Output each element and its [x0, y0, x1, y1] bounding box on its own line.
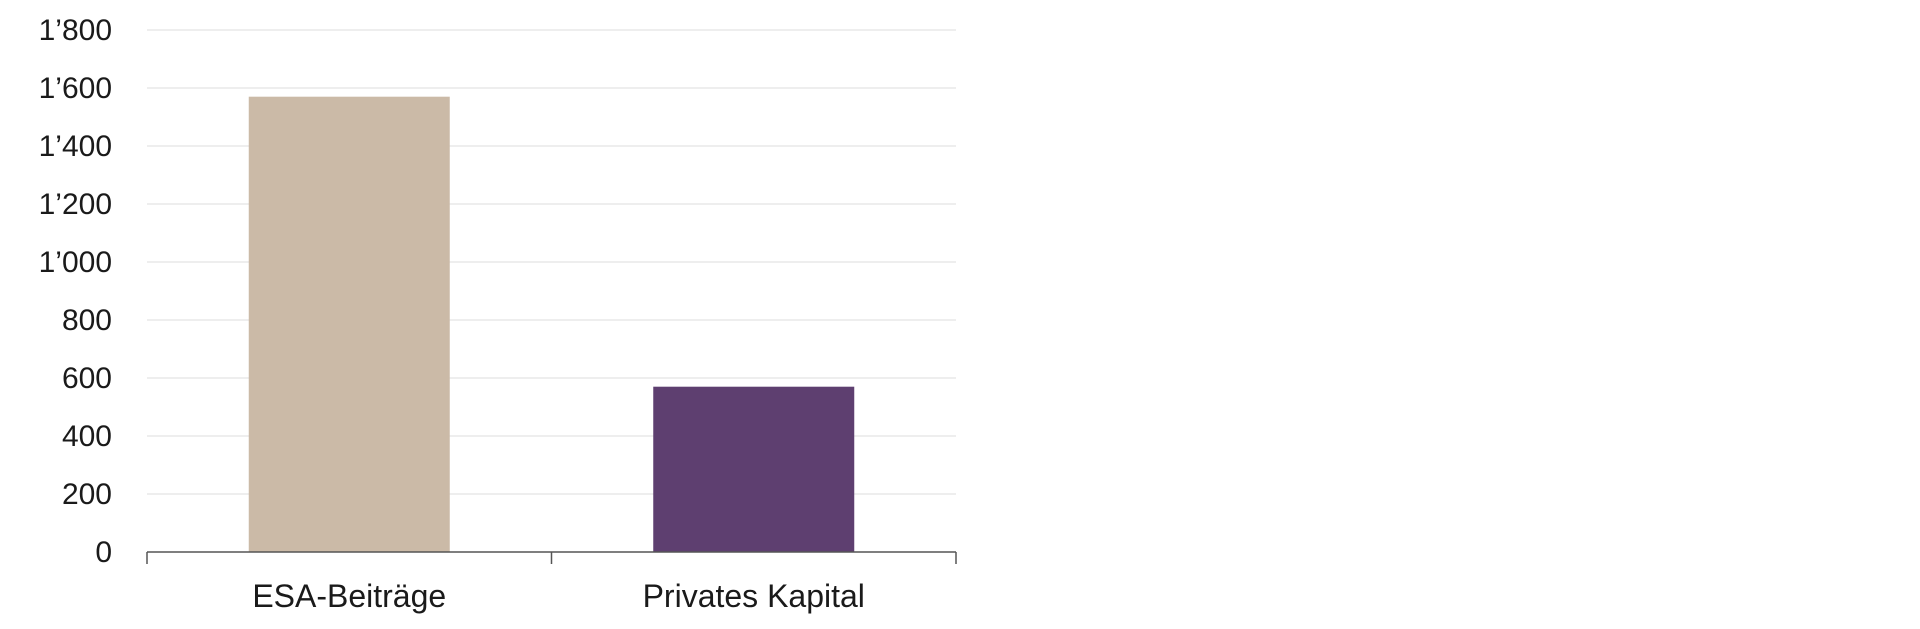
y-tick-label: 1’000	[39, 246, 112, 279]
y-tick-label: 600	[62, 362, 112, 395]
x-tick-label: ESA-Beiträge	[252, 578, 446, 614]
x-axis-tick-labels: ESA-Beiträge Privates Kapital	[252, 578, 865, 614]
y-tick-label: 400	[62, 420, 112, 453]
y-tick-label: 1’600	[39, 72, 112, 105]
y-tick-label: 0	[95, 536, 112, 569]
x-axis	[146, 551, 957, 564]
x-tick-label: Privates Kapital	[643, 578, 865, 614]
y-tick-label: 800	[62, 304, 112, 337]
y-tick-label: 1’200	[39, 188, 112, 221]
y-tick-label: 1’400	[39, 130, 112, 163]
bar-1	[248, 96, 450, 552]
y-tick-label: 200	[62, 478, 112, 511]
bars	[248, 96, 855, 552]
y-tick-label: 1’800	[39, 14, 112, 47]
bar-2	[653, 386, 855, 552]
y-axis-tick-labels: 0 200 400 600 800 1’000 1’200 1’400 1’600 1’800	[39, 14, 112, 569]
